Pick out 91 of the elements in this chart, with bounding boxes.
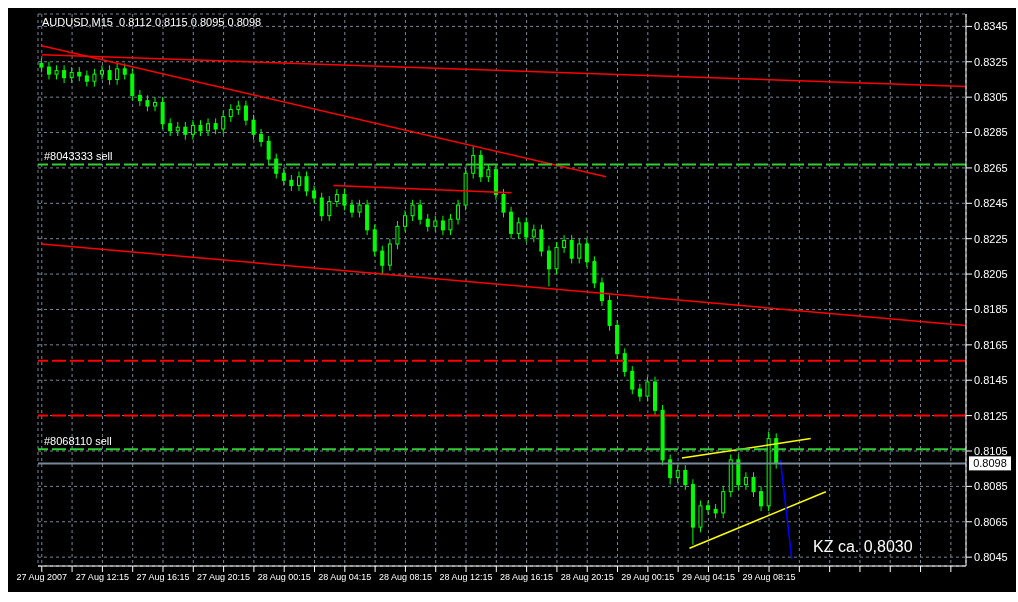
y-tick-label: 0.8065 (974, 515, 1008, 528)
candlestick (342, 188, 347, 211)
y-tick-label: 0.8185 (974, 303, 1008, 316)
candlestick (645, 376, 650, 402)
candlestick (539, 224, 544, 257)
x-tick-label: 29 Aug 08:15 (742, 572, 796, 583)
candlestick (100, 64, 104, 80)
candlestick (577, 238, 582, 264)
y-tick-label: 0.8325 (974, 55, 1008, 68)
candlestick (706, 500, 711, 516)
x-tick-label: 28 Aug 12:15 (439, 572, 493, 583)
y-tick-label: 0.8125 (974, 409, 1008, 422)
candlestick (153, 96, 158, 112)
candlestick (418, 199, 423, 226)
candlestick (327, 195, 332, 222)
candlestick (721, 485, 726, 519)
y-tick-label: 0.8245 (974, 197, 1008, 210)
candlestick (630, 365, 635, 395)
candlestick (296, 170, 301, 192)
candlestick (562, 234, 567, 254)
candlestick (319, 192, 324, 222)
annotation: KZ ca. 0,8030 (813, 538, 913, 556)
candlestick (266, 135, 271, 165)
candlestick (160, 96, 165, 130)
candlestick (546, 245, 551, 287)
candlestick (524, 216, 529, 243)
candlestick (698, 500, 703, 533)
y-tick-label: 0.8265 (974, 161, 1008, 174)
candlestick (509, 206, 514, 240)
candlestick (243, 100, 248, 126)
candlestick (683, 464, 688, 491)
y-tick-label: 0.8085 (974, 480, 1008, 493)
x-tick-label: 28 Aug 04:15 (318, 572, 372, 583)
y-tick-label: 0.8205 (974, 267, 1008, 280)
candlestick (554, 241, 559, 275)
candlestick (115, 63, 120, 86)
x-tick-label: 28 Aug 08:15 (378, 572, 432, 583)
candlestick (251, 114, 256, 141)
candlestick (304, 170, 309, 197)
y-tick-label: 0.8285 (974, 126, 1008, 139)
y-tick-label: 0.8345 (974, 20, 1008, 33)
x-tick-label: 29 Aug 00:15 (621, 572, 675, 583)
candlestick (380, 245, 385, 275)
candlestick (478, 149, 483, 183)
candlestick (372, 224, 377, 257)
candlestick (130, 68, 135, 102)
ref-line-label: 0.8098 (973, 457, 1007, 470)
candlestick (759, 485, 764, 512)
y-tick-label: 0.8305 (974, 91, 1008, 104)
candlestick (501, 188, 506, 218)
candlestick (743, 471, 748, 491)
y-tick-label: 0.8165 (974, 338, 1008, 351)
ref-line-label: #8043333 sell (44, 150, 113, 163)
candlestick (259, 128, 264, 148)
x-tick-label: 28 Aug 20:15 (560, 572, 614, 583)
x-tick-label: 28 Aug 16:15 (500, 572, 554, 583)
y-tick-label: 0.8145 (974, 374, 1008, 387)
candlestick (622, 347, 627, 378)
x-tick-label: 28 Aug 00:15 (257, 572, 311, 583)
candlestick (516, 216, 521, 240)
x-tick-label: 27 Aug 2007 (16, 572, 68, 583)
candlestick (221, 110, 226, 135)
candlestick (107, 64, 112, 86)
candlestick (62, 64, 67, 84)
candlestick (668, 454, 673, 486)
candlestick (410, 199, 415, 222)
candlestick (584, 238, 589, 268)
x-tick-label: 27 Aug 12:15 (75, 572, 129, 583)
candlestick (387, 238, 392, 272)
y-tick-label: 0.8045 (974, 551, 1008, 564)
candlestick (403, 209, 408, 233)
candlestick (440, 215, 445, 236)
candlestick (599, 277, 604, 307)
ref-line-label: #8068110 sell (44, 435, 112, 448)
candlestick (274, 153, 279, 180)
y-tick-label: 0.8225 (974, 232, 1008, 245)
y-tick-label: 0.8105 (974, 444, 1008, 457)
candlestick (190, 119, 195, 141)
candlestick (395, 220, 400, 250)
candlestick (137, 89, 142, 107)
candlestick (206, 117, 211, 137)
x-tick-label: 27 Aug 20:15 (197, 572, 251, 583)
candlestick (592, 255, 597, 289)
candlestick (751, 471, 756, 498)
candlestick (456, 199, 461, 226)
chart-title: AUDUSD,M15 0.8112 0.8115 0.8095 0.8098 (42, 16, 262, 28)
candlestick (471, 146, 476, 180)
x-tick-label: 29 Aug 04:15 (681, 572, 735, 583)
x-tick-label: 27 Aug 16:15 (136, 572, 190, 583)
candlestick (569, 234, 574, 264)
candlestick (448, 213, 453, 236)
